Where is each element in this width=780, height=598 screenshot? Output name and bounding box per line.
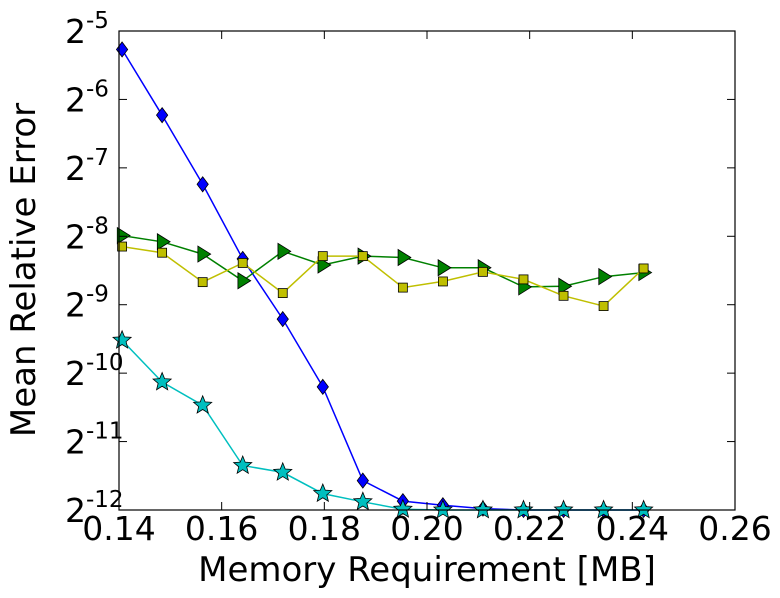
- y-tick-label: 2-9: [65, 282, 109, 325]
- data-point: [197, 245, 212, 263]
- data-point: [356, 472, 369, 489]
- series-line: [121, 234, 644, 288]
- y-tick-base: 2: [65, 286, 86, 325]
- data-point: [478, 266, 488, 277]
- y-tick-exponent: -12: [86, 487, 124, 513]
- data-point: [312, 483, 333, 503]
- data-point: [513, 499, 534, 519]
- data-point: [437, 259, 452, 277]
- data-point: [272, 461, 293, 481]
- data-point: [316, 378, 329, 395]
- data-point: [598, 301, 609, 311]
- data-point: [518, 274, 529, 285]
- data-point: [196, 176, 209, 193]
- y-tick-exponent: -5: [86, 8, 109, 34]
- data-point: [277, 242, 292, 261]
- y-tick-exponent: -6: [86, 76, 109, 102]
- x-tick-labels: 0.14 0.16 0.18 0.20 0.22 0.24 0.26: [82, 509, 771, 548]
- data-point: [112, 329, 133, 349]
- data-point: [156, 233, 171, 251]
- data-point: [197, 277, 208, 288]
- data-point: [237, 258, 248, 268]
- x-tick-label: 0.18: [288, 509, 361, 548]
- y-tick-exponent: -7: [86, 145, 109, 171]
- series-square: [117, 241, 649, 311]
- data-point: [593, 499, 614, 519]
- data-point: [558, 290, 569, 301]
- data-point: [357, 251, 368, 262]
- y-tick-base: 2: [65, 491, 86, 530]
- series-diamond: [115, 41, 650, 519]
- data-point: [438, 276, 448, 287]
- data-point: [633, 499, 654, 519]
- y-tick-label: 2-10: [65, 350, 124, 393]
- x-tick-label: 0.14: [82, 509, 155, 548]
- y-tick-label: 2-11: [65, 419, 124, 462]
- data-point: [277, 288, 288, 298]
- y-tick-label: 2-6: [65, 76, 109, 119]
- x-axis-label: Memory Requirement [MB]: [198, 550, 656, 590]
- y-tick-labels: 2-122-112-102-92-82-72-62-5: [65, 8, 124, 530]
- series-triangle-right: [116, 226, 653, 296]
- data-point: [232, 454, 253, 475]
- data-point: [598, 267, 613, 286]
- data-point: [157, 247, 168, 258]
- x-tick-label: 0.26: [698, 509, 771, 548]
- data-point: [558, 277, 573, 295]
- tick-marks: [118, 30, 736, 511]
- y-tick-exponent: -11: [86, 419, 124, 445]
- data-point: [638, 263, 649, 274]
- y-axis-label: Mean Relative Error: [4, 103, 44, 437]
- series-line: [121, 245, 645, 307]
- data-point: [397, 282, 408, 293]
- data-point: [392, 498, 413, 518]
- data-point: [352, 491, 373, 511]
- data-point: [192, 394, 213, 414]
- y-tick-base: 2: [65, 423, 86, 462]
- y-tick-label: 2-7: [65, 145, 109, 188]
- data-point: [276, 310, 289, 328]
- x-tick-label: 0.24: [596, 509, 669, 548]
- y-tick-label: 2-12: [65, 487, 124, 530]
- y-tick-base: 2: [65, 149, 86, 188]
- data-point: [432, 499, 453, 519]
- series-star: [112, 329, 654, 519]
- y-tick-exponent: -8: [86, 213, 109, 239]
- y-tick-exponent: -10: [86, 350, 124, 376]
- data-point: [472, 499, 494, 519]
- y-tick-label: 2-5: [65, 8, 109, 51]
- y-tick-base: 2: [65, 354, 86, 393]
- x-tick-label: 0.16: [185, 509, 258, 548]
- y-tick-exponent: -9: [86, 282, 109, 308]
- data-point: [155, 107, 169, 124]
- series-layer: [112, 41, 654, 519]
- data-point: [152, 371, 173, 391]
- y-tick-base: 2: [65, 217, 86, 256]
- x-tick-label: 0.20: [390, 509, 463, 548]
- y-tick-base: 2: [65, 12, 86, 51]
- data-point: [317, 251, 328, 262]
- series-line: [121, 339, 644, 511]
- data-point: [397, 248, 412, 267]
- x-tick-label: 0.22: [493, 509, 566, 548]
- data-point: [237, 272, 252, 290]
- data-point: [116, 226, 131, 245]
- y-tick-base: 2: [65, 80, 86, 119]
- data-point: [117, 241, 127, 252]
- data-point: [553, 499, 574, 519]
- y-tick-label: 2-8: [65, 213, 109, 256]
